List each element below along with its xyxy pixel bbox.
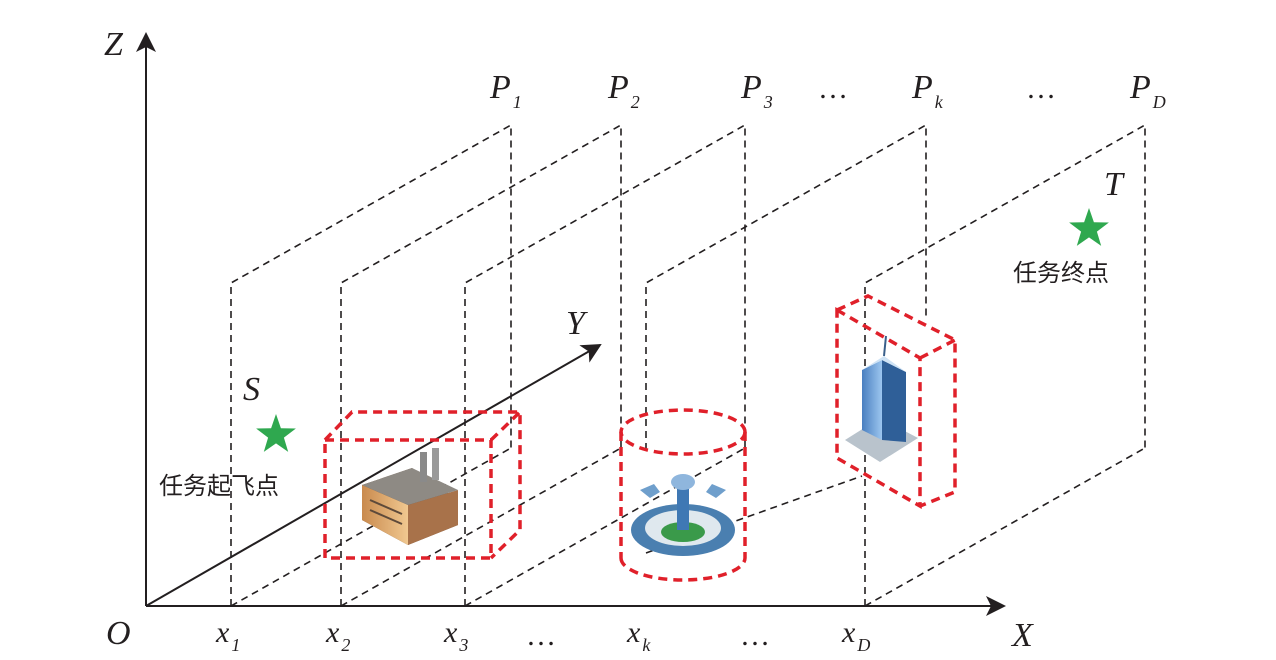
obstacle-cylinder bbox=[619, 408, 747, 582]
axis-label-z: Z bbox=[104, 26, 124, 63]
airport-tower-icon bbox=[631, 474, 735, 556]
plane-ellipsis-2: … bbox=[1026, 72, 1056, 105]
plane-pd bbox=[864, 123, 1146, 606]
y-axis bbox=[145, 344, 602, 607]
axis-label-x: X bbox=[1010, 617, 1034, 654]
ground-line-1 bbox=[230, 447, 512, 607]
x-ellipsis-1: … bbox=[526, 619, 556, 652]
plane-p3 bbox=[464, 123, 746, 606]
target-star-icon bbox=[1069, 208, 1109, 246]
target-letter: T bbox=[1104, 166, 1125, 203]
start-letter: S bbox=[243, 371, 260, 408]
target-label: 任务终点 bbox=[1013, 259, 1109, 287]
axis-label-origin: O bbox=[106, 615, 131, 652]
axis-label-y: Y bbox=[566, 305, 588, 342]
skyscraper-icon bbox=[845, 335, 918, 462]
start-star-icon bbox=[256, 414, 296, 452]
obstacle-slab bbox=[835, 294, 957, 510]
plane-p1 bbox=[230, 123, 512, 606]
obstacle-cuboid bbox=[323, 410, 522, 560]
plane-ellipsis-1: … bbox=[818, 72, 848, 105]
ground-line-2 bbox=[340, 447, 622, 607]
planes bbox=[230, 123, 1146, 607]
start-label: 任务起飞点 bbox=[159, 472, 279, 500]
ground-line-5 bbox=[864, 447, 1146, 607]
axes bbox=[136, 32, 1006, 616]
ground-line-3 bbox=[464, 447, 746, 607]
plane-p2 bbox=[340, 123, 622, 606]
factory-icon bbox=[362, 448, 458, 545]
plane-pk bbox=[645, 123, 927, 450]
x-ellipsis-2: … bbox=[740, 619, 770, 652]
